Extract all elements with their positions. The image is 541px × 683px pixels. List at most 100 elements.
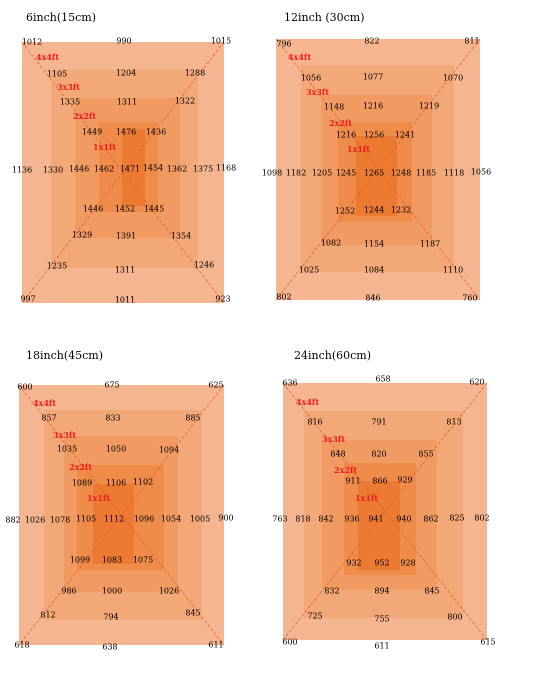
measurement-value: 1452 xyxy=(114,204,136,214)
measurement-value: 1256 xyxy=(363,130,385,140)
zone-label: 1x1ft xyxy=(87,493,111,503)
measurement-value: 1476 xyxy=(115,127,137,137)
measurement-value: 1375 xyxy=(192,164,214,174)
panel-title: 24inch(60cm) xyxy=(294,349,372,362)
measurement-value: 811 xyxy=(464,36,480,46)
measurement-value: 755 xyxy=(374,614,390,624)
measurement-value: 1136 xyxy=(11,165,33,175)
measurement-value: 813 xyxy=(446,417,462,427)
measurement-value: 800 xyxy=(447,612,463,622)
measurement-value: 1105 xyxy=(75,514,97,524)
zone-label: 3x3ft xyxy=(322,434,346,444)
zone-label: 2x2ft xyxy=(69,462,93,472)
measurement-value: 600 xyxy=(17,382,33,392)
measurement-value: 1288 xyxy=(184,68,206,78)
measurement-value: 1219 xyxy=(418,101,440,111)
measurement-value: 1449 xyxy=(81,127,103,137)
measurement-value: 1232 xyxy=(390,205,412,215)
measurement-value: 1054 xyxy=(160,514,182,524)
panel-title: 12inch (30cm) xyxy=(284,11,365,24)
measurement-value: 1311 xyxy=(116,97,138,107)
measurement-value: 1311 xyxy=(114,265,136,275)
measurement-value: 845 xyxy=(424,586,440,596)
measurement-value: 1248 xyxy=(390,168,412,178)
measurement-value: 846 xyxy=(365,293,381,303)
measurement-value: 658 xyxy=(375,374,391,384)
measurement-value: 1265 xyxy=(363,168,385,178)
measurement-value: 1216 xyxy=(362,101,384,111)
measurement-value: 1082 xyxy=(320,238,342,248)
measurement-value: 1154 xyxy=(363,239,385,249)
panel-title: 18inch(45cm) xyxy=(26,349,104,362)
measurement-value: 1446 xyxy=(68,164,90,174)
measurement-value: 1245 xyxy=(335,168,357,178)
measurement-value: 1329 xyxy=(71,230,93,240)
measurement-value: 936 xyxy=(344,514,360,524)
measurement-value: 725 xyxy=(307,611,323,621)
measurement-value: 1035 xyxy=(56,444,78,454)
measurement-value: 941 xyxy=(368,514,384,524)
measurement-value: 791 xyxy=(371,417,387,427)
measurement-value: 675 xyxy=(104,380,120,390)
measurement-value: 1362 xyxy=(166,164,188,174)
panel-title: 6inch(15cm) xyxy=(26,11,97,24)
measurement-value: 1011 xyxy=(114,295,136,305)
measurement-value: 796 xyxy=(276,39,292,49)
measurement-value: 1056 xyxy=(470,167,492,177)
measurement-value: 1216 xyxy=(335,130,357,140)
measurement-value: 1098 xyxy=(261,168,283,178)
measurement-value: 1204 xyxy=(115,68,137,78)
zone-label: 1x1ft xyxy=(93,142,117,152)
measurement-value: 862 xyxy=(423,514,439,524)
measurement-value: 1075 xyxy=(132,555,154,565)
zone-label: 3x3ft xyxy=(306,87,330,97)
measurement-value: 990 xyxy=(116,36,132,46)
measurement-value: 848 xyxy=(330,449,346,459)
measurement-value: 822 xyxy=(364,36,380,46)
measurement-value: 894 xyxy=(374,586,390,596)
measurement-value: 1078 xyxy=(49,515,71,525)
measurement-value: 1077 xyxy=(362,72,384,82)
measurement-value: 600 xyxy=(282,637,298,647)
measurement-value: 1322 xyxy=(174,96,196,106)
measurement-value: 1102 xyxy=(132,477,154,487)
measurement-value: 1083 xyxy=(101,555,123,565)
measurement-value: 794 xyxy=(103,612,119,622)
zone-label: 1x1ft xyxy=(347,144,371,154)
measurement-value: 1099 xyxy=(69,555,91,565)
measurement-value: 1182 xyxy=(285,168,307,178)
measurement-value: 1471 xyxy=(119,164,141,174)
measurement-value: 997 xyxy=(20,294,36,304)
measurement-value: 825 xyxy=(449,513,465,523)
measurement-value: 802 xyxy=(474,513,490,523)
measurement-value: 818 xyxy=(295,514,311,524)
measurement-value: 855 xyxy=(418,449,434,459)
measurement-value: 1112 xyxy=(103,514,125,524)
measurement-value: 1070 xyxy=(442,73,464,83)
measurement-value: 900 xyxy=(218,513,234,523)
measurement-value: 1446 xyxy=(82,204,104,214)
measurement-value: 1330 xyxy=(42,165,64,175)
measurement-value: 882 xyxy=(5,515,21,525)
measurement-value: 1246 xyxy=(193,260,215,270)
measurement-value: 618 xyxy=(14,640,30,650)
measurement-value: 1118 xyxy=(443,168,465,178)
measurement-value: 833 xyxy=(105,413,121,423)
measurement-value: 615 xyxy=(480,637,496,647)
zone-label: 2x2ft xyxy=(329,118,353,128)
measurement-value: 760 xyxy=(462,293,478,303)
zone-label: 2x2ft xyxy=(334,465,358,475)
measurement-value: 1241 xyxy=(394,130,416,140)
measurement-value: 885 xyxy=(185,413,201,423)
measurement-value: 952 xyxy=(374,558,390,568)
measurement-value: 1252 xyxy=(334,206,356,216)
measurement-value: 816 xyxy=(307,417,323,427)
measurement-value: 923 xyxy=(215,294,231,304)
measurement-value: 1235 xyxy=(46,261,68,271)
measurement-value: 1026 xyxy=(24,515,46,525)
measurement-value: 1168 xyxy=(215,163,237,173)
measurement-value: 928 xyxy=(400,558,416,568)
